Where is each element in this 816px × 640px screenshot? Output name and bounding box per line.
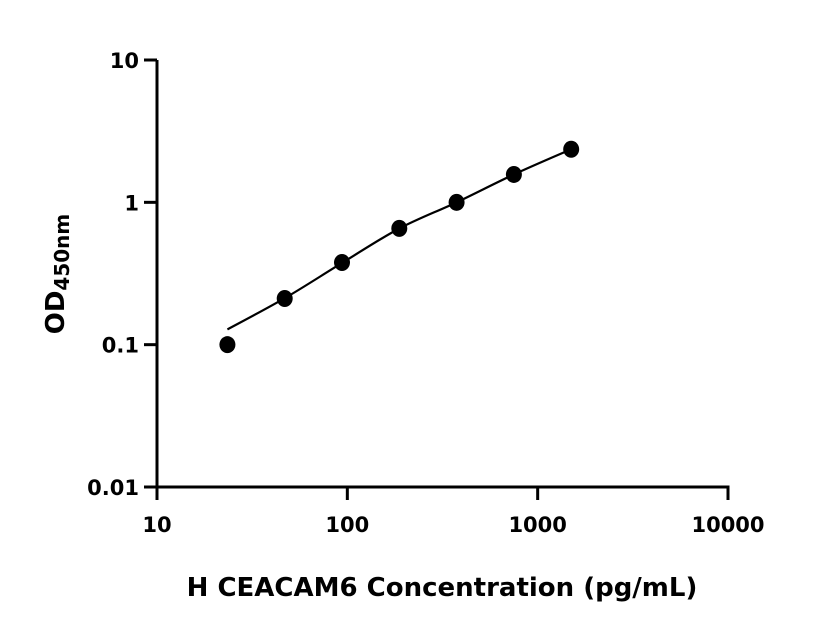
y-axis-title-main: OD bbox=[41, 291, 71, 335]
x-axis-title: H CEACAM6 Concentration (pg/mL) bbox=[187, 573, 698, 603]
y-tick-label: 1 bbox=[124, 191, 139, 215]
axes: 10 100 1000 10000 0.01 0.1 1 10 bbox=[87, 49, 764, 537]
x-tick-label: 100 bbox=[325, 513, 369, 537]
points-layer bbox=[219, 140, 580, 354]
data-point bbox=[448, 193, 465, 211]
y-axis-title-subscript: 450nm bbox=[50, 214, 74, 291]
data-point bbox=[563, 140, 580, 158]
y-tick-label: 10 bbox=[110, 49, 139, 73]
y-tick-label: 0.01 bbox=[87, 476, 139, 500]
y-tick-label: 0.1 bbox=[102, 334, 139, 358]
data-point bbox=[333, 253, 350, 271]
x-tick-label: 1000 bbox=[508, 513, 566, 537]
x-tick-label: 10000 bbox=[691, 513, 764, 537]
data-point bbox=[219, 336, 236, 354]
y-axis-title: OD450nm bbox=[41, 214, 74, 335]
data-point bbox=[505, 165, 522, 183]
data-point bbox=[391, 219, 408, 237]
x-tick-label: 10 bbox=[142, 513, 171, 537]
data-point bbox=[276, 290, 293, 308]
